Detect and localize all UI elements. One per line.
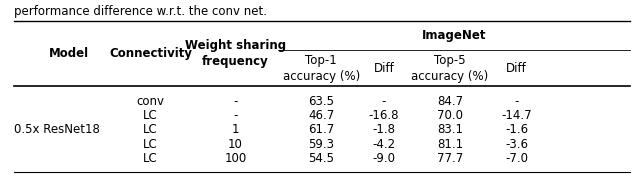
- Text: Diff: Diff: [506, 62, 527, 74]
- Text: 63.5: 63.5: [308, 95, 334, 108]
- Text: -3.6: -3.6: [505, 138, 528, 151]
- Text: 61.7: 61.7: [308, 123, 335, 136]
- Text: performance difference w.r.t. the conv net.: performance difference w.r.t. the conv n…: [14, 5, 267, 18]
- Text: 70.0: 70.0: [437, 109, 463, 122]
- Text: Diff: Diff: [374, 62, 394, 74]
- Text: -: -: [515, 95, 518, 108]
- Text: 77.7: 77.7: [436, 152, 463, 165]
- Text: LC: LC: [143, 123, 158, 136]
- Text: 54.5: 54.5: [308, 152, 334, 165]
- Text: 1: 1: [232, 123, 239, 136]
- Text: 81.1: 81.1: [437, 138, 463, 151]
- Text: -: -: [234, 95, 237, 108]
- Text: 83.1: 83.1: [437, 123, 463, 136]
- Text: ImageNet: ImageNet: [422, 29, 486, 42]
- Text: 100: 100: [225, 152, 246, 165]
- Text: 46.7: 46.7: [308, 109, 335, 122]
- Text: -: -: [382, 95, 386, 108]
- Text: 59.3: 59.3: [308, 138, 334, 151]
- Text: conv: conv: [136, 95, 164, 108]
- Text: LC: LC: [143, 138, 158, 151]
- Text: -4.2: -4.2: [372, 138, 396, 151]
- Text: 84.7: 84.7: [437, 95, 463, 108]
- Text: 10: 10: [228, 138, 243, 151]
- Text: 0.5x ResNet18: 0.5x ResNet18: [14, 123, 100, 136]
- Text: Model: Model: [49, 47, 89, 60]
- Text: -1.8: -1.8: [372, 123, 396, 136]
- Text: Top-5
accuracy (%): Top-5 accuracy (%): [412, 54, 488, 83]
- Text: -1.6: -1.6: [505, 123, 528, 136]
- Text: Weight sharing
frequency: Weight sharing frequency: [185, 39, 286, 68]
- Text: -14.7: -14.7: [501, 109, 532, 122]
- Text: -16.8: -16.8: [369, 109, 399, 122]
- Text: -: -: [234, 109, 237, 122]
- Text: LC: LC: [143, 109, 158, 122]
- Text: Top-1
accuracy (%): Top-1 accuracy (%): [283, 54, 360, 83]
- Text: -9.0: -9.0: [372, 152, 396, 165]
- Text: -7.0: -7.0: [505, 152, 528, 165]
- Text: Connectivity: Connectivity: [109, 47, 192, 60]
- Text: LC: LC: [143, 152, 158, 165]
